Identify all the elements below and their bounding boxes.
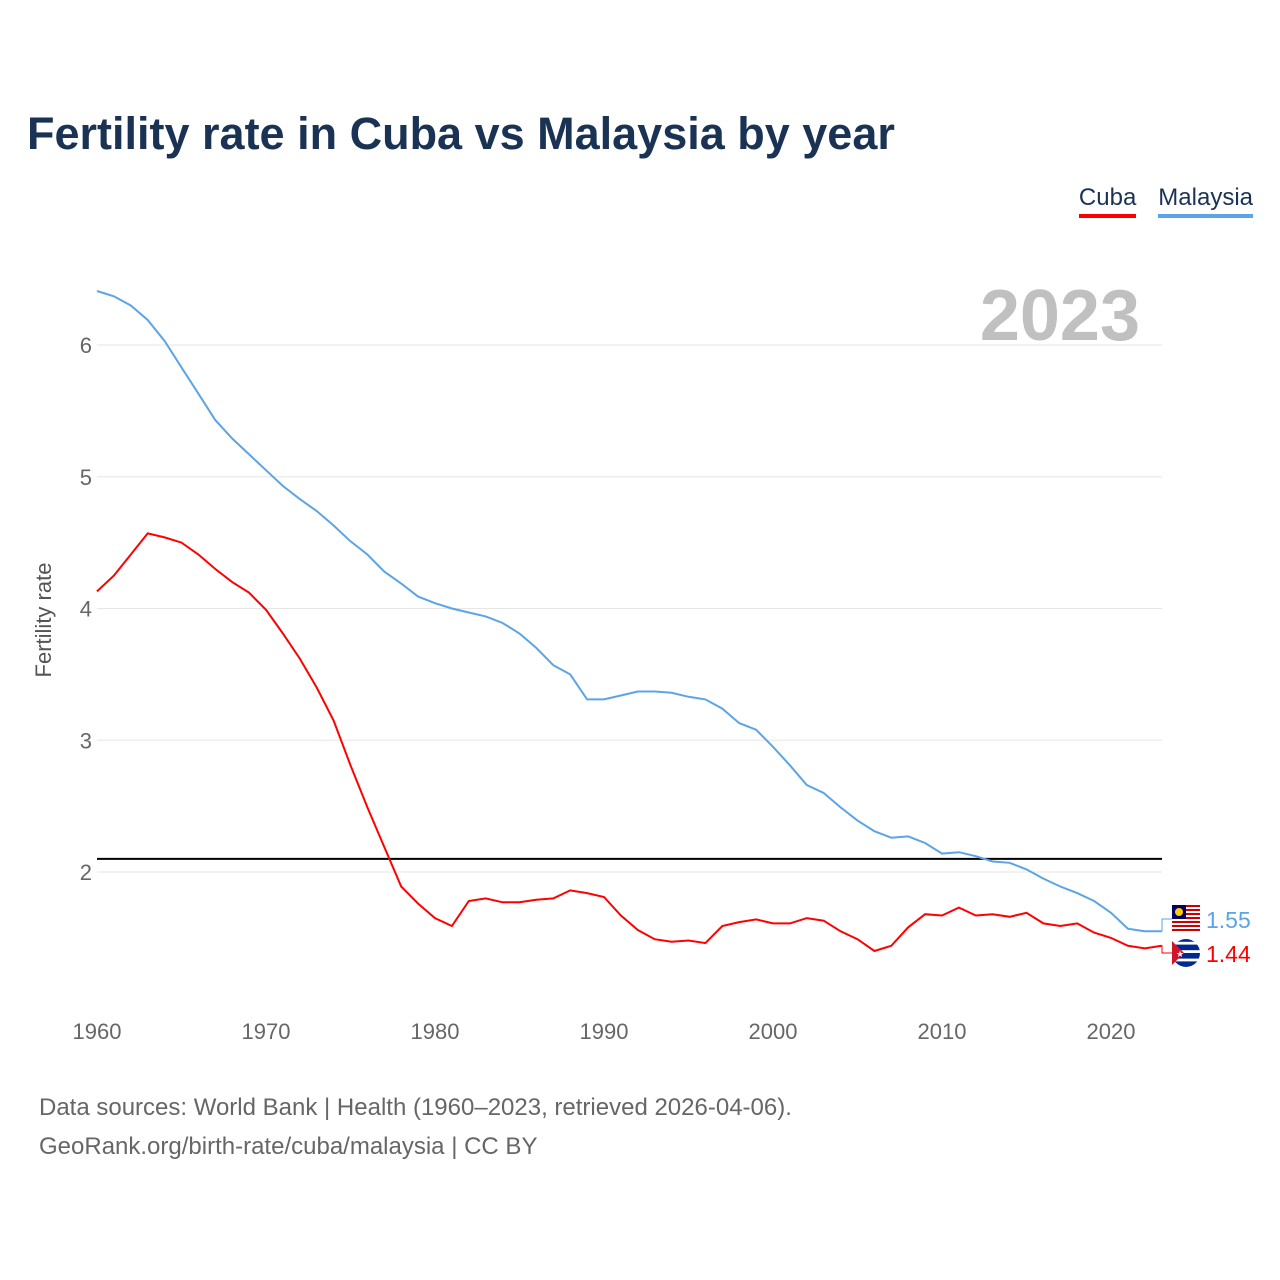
legend-item-cuba[interactable]: Cuba — [1078, 184, 1137, 218]
end-value-label-cuba: 1.44 — [1206, 941, 1251, 967]
y-tick-label: 3 — [80, 728, 92, 753]
source-note: Data sources: World Bank | Health (1960–… — [39, 1088, 792, 1166]
legend-item-malaysia[interactable]: Malaysia — [1158, 184, 1253, 218]
x-tick-label: 2000 — [749, 1019, 798, 1044]
end-connector — [1161, 918, 1172, 932]
x-tick-label: 1980 — [411, 1019, 460, 1044]
y-tick-label: 4 — [80, 597, 92, 622]
series-line-cuba — [96, 532, 1162, 953]
legend: Cuba Malaysia — [1078, 184, 1253, 218]
source-line-2[interactable]: GeoRank.org/birth-rate/cuba/malaysia | C… — [39, 1133, 538, 1160]
end-value-label-malaysia: 1.55 — [1206, 907, 1251, 933]
malaysia-flag-icon — [1172, 905, 1200, 933]
x-tick-label: 1960 — [73, 1019, 122, 1044]
chart-title: Fertility rate in Cuba vs Malaysia by ye… — [27, 108, 895, 159]
y-tick-label: 5 — [80, 465, 92, 490]
year-watermark: 2023 — [980, 276, 1140, 356]
source-line-1: Data sources: World Bank | Health (1960–… — [39, 1094, 792, 1121]
end-connector — [1161, 945, 1172, 954]
y-tick-label: 6 — [80, 333, 92, 358]
cuba-flag-icon: ★ — [1172, 939, 1200, 967]
svg-text:★: ★ — [1176, 949, 1184, 959]
x-tick-label: 2010 — [918, 1019, 967, 1044]
series-line-malaysia — [96, 290, 1162, 933]
x-tick-label: 2020 — [1087, 1019, 1136, 1044]
y-tick-label: 2 — [80, 860, 92, 885]
x-tick-label: 1970 — [242, 1019, 291, 1044]
y-axis-label: Fertility rate — [31, 563, 56, 678]
x-tick-label: 1990 — [580, 1019, 629, 1044]
